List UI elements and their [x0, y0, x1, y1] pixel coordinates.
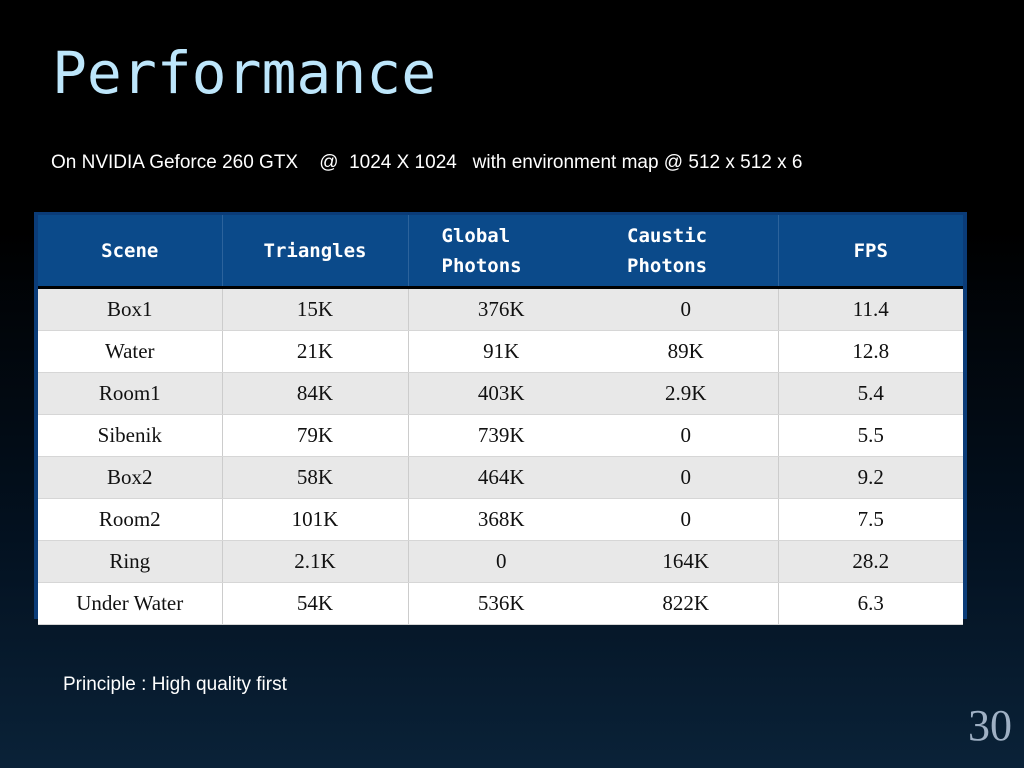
cell-triangles: 21K: [222, 330, 409, 373]
cell-scene: Sibenik: [38, 414, 223, 457]
table-row: Box2 58K 464K 0 9.2: [38, 456, 963, 499]
cell-caustic-photons: 2.9K: [594, 372, 779, 415]
header-global-photons: Global Photons: [408, 215, 594, 289]
cell-caustic-photons: 0: [594, 498, 779, 541]
cell-fps: 7.5: [778, 498, 963, 541]
cell-global-photons: 536K: [408, 582, 594, 625]
cell-global-photons: 739K: [408, 414, 594, 457]
cell-triangles: 84K: [222, 372, 409, 415]
cell-caustic-photons: 0: [594, 287, 779, 331]
table-row: Sibenik 79K 739K 0 5.5: [38, 414, 963, 457]
principle-note: Principle : High quality first: [63, 674, 287, 695]
header-scene: Scene: [38, 215, 223, 289]
header-scene-label: Scene: [101, 239, 159, 262]
slide-title: Performance: [52, 39, 437, 107]
cell-global-photons: 91K: [408, 330, 594, 373]
cell-fps: 5.5: [778, 414, 963, 457]
cell-global-photons: 403K: [408, 372, 594, 415]
cell-caustic-photons: 822K: [594, 582, 779, 625]
cell-global-photons: 368K: [408, 498, 594, 541]
cell-scene: Water: [38, 330, 223, 373]
header-caustic-photons: Caustic Photons: [594, 215, 779, 289]
cell-scene: Box1: [38, 287, 223, 331]
cell-caustic-photons: 0: [594, 414, 779, 457]
table-row: Water 21K 91K 89K 12.8: [38, 330, 963, 373]
cell-caustic-photons: 0: [594, 456, 779, 499]
header-fps-label: FPS: [853, 239, 888, 262]
cell-global-photons: 0: [408, 540, 594, 583]
cell-triangles: 101K: [222, 498, 409, 541]
cell-triangles: 58K: [222, 456, 409, 499]
slide-number: 30: [968, 701, 1012, 750]
table-row: Ring 2.1K 0 164K 28.2: [38, 540, 963, 583]
header-caustic-photons-line2: Photons: [627, 254, 708, 277]
cell-fps: 11.4: [778, 287, 963, 331]
cell-fps: 9.2: [778, 456, 963, 499]
header-caustic-photons-line1: Caustic: [627, 224, 708, 247]
cell-scene: Room2: [38, 498, 223, 541]
cell-fps: 12.8: [778, 330, 963, 373]
cell-fps: 6.3: [778, 582, 963, 625]
table-row: Box1 15K 376K 0 11.4: [38, 287, 963, 331]
table-header-row: Scene Triangles Global Photons Caustic P…: [38, 215, 963, 289]
cell-scene: Ring: [38, 540, 223, 583]
cell-triangles: 15K: [222, 287, 409, 331]
performance-table-frame: Scene Triangles Global Photons Caustic P…: [34, 212, 967, 625]
cell-triangles: 2.1K: [222, 540, 409, 583]
header-triangles: Triangles: [222, 215, 409, 289]
cell-triangles: 54K: [222, 582, 409, 625]
cell-caustic-photons: 89K: [594, 330, 779, 373]
table-row: Room2 101K 368K 0 7.5: [38, 498, 963, 541]
header-triangles-label: Triangles: [263, 239, 367, 262]
cell-global-photons: 464K: [408, 456, 594, 499]
cell-caustic-photons: 164K: [594, 540, 779, 583]
performance-table: Scene Triangles Global Photons Caustic P…: [38, 215, 963, 625]
cell-fps: 28.2: [778, 540, 963, 583]
cell-fps: 5.4: [778, 372, 963, 415]
cell-scene: Under Water: [38, 582, 223, 625]
header-global-photons-line1: Global: [441, 224, 511, 247]
cell-scene: Box2: [38, 456, 223, 499]
cell-global-photons: 376K: [408, 287, 594, 331]
cell-triangles: 79K: [222, 414, 409, 457]
table-row: Room1 84K 403K 2.9K 5.4: [38, 372, 963, 415]
slide-subtitle: On NVIDIA Geforce 260 GTX @ 1024 X 1024 …: [51, 152, 803, 173]
cell-scene: Room1: [38, 372, 223, 415]
table-row: Under Water 54K 536K 822K 6.3: [38, 582, 963, 625]
header-fps: FPS: [778, 215, 963, 289]
header-global-photons-line2: Photons: [441, 254, 522, 277]
